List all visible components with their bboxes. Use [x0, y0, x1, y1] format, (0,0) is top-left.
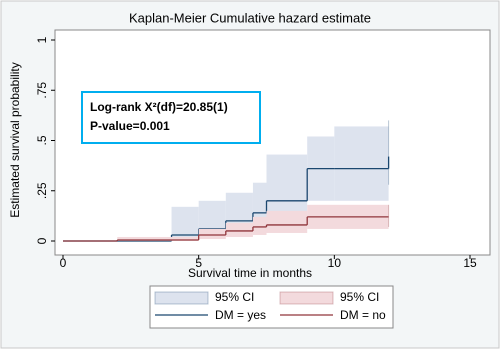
chart-title: Kaplan-Meier Cumulative hazard estimate	[129, 10, 371, 25]
y-tick-label: .75	[35, 82, 49, 99]
legend-swatch	[154, 291, 209, 305]
ci-band	[266, 154, 308, 221]
legend-swatch	[279, 291, 334, 305]
legend-label: 95% CI	[340, 290, 379, 304]
legend-label: DM = yes	[215, 308, 266, 322]
legend-label: DM = no	[340, 308, 386, 322]
ci-band	[171, 206, 199, 239]
ci-band	[225, 222, 253, 237]
ci-band	[198, 228, 226, 239]
x-tick-label: 5	[195, 256, 202, 270]
y-tick-label: 0	[35, 237, 49, 244]
x-tick-label: 10	[328, 256, 342, 270]
legend-items: 95% CI DM = yes 95% CI DM = no	[154, 290, 386, 322]
y-axis-label: Estimated survival probability	[8, 62, 22, 217]
plot: 0 5 10 15 0 .25 .5 .75 1	[35, 36, 477, 270]
y-tick-label: .25	[35, 182, 49, 199]
x-axis-label: Survival time in months	[188, 266, 312, 280]
x-tick-label: 0	[60, 256, 67, 270]
y-tick-label: .5	[35, 135, 49, 145]
ci-band	[117, 236, 199, 241]
ci-band	[252, 182, 267, 227]
x-tick-label: 15	[463, 256, 477, 270]
annotation-box	[81, 91, 261, 144]
ci-band	[252, 216, 267, 235]
annotation: P-value=0.001	[90, 119, 170, 133]
y-tick-label: 1	[35, 36, 49, 43]
legend-label: 95% CI	[215, 290, 254, 304]
ci-band	[266, 210, 308, 233]
annotation: Log-rank X²(df)=20.85(1)	[90, 100, 228, 114]
ci-band	[334, 126, 389, 201]
